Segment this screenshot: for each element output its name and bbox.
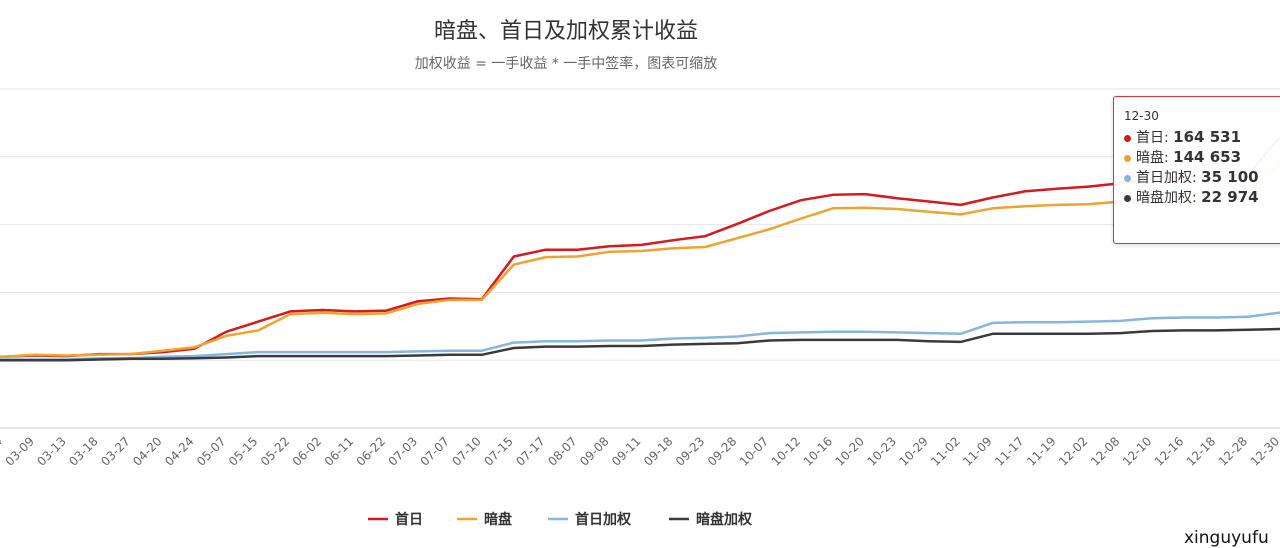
series-line-3[interactable] bbox=[0, 327, 1280, 362]
series-line-1[interactable] bbox=[0, 163, 1280, 359]
x-tick-label: 07-10 bbox=[449, 434, 484, 469]
tooltip-row-anpan: 暗盘: 144 653 bbox=[1124, 147, 1280, 167]
legend-item-label[interactable]: 暗盘加权 bbox=[696, 511, 753, 528]
x-tick-label: 09-08 bbox=[577, 434, 612, 469]
x-tick-label: 12-08 bbox=[1088, 434, 1123, 469]
x-tick-label: 12-18 bbox=[1184, 434, 1219, 469]
x-tick-label: 12-28 bbox=[1216, 434, 1251, 469]
x-tick-label: 10-29 bbox=[896, 434, 931, 469]
tooltip-series-name: 首日加权 bbox=[1136, 170, 1192, 186]
x-tick-label: 12-10 bbox=[1120, 434, 1155, 469]
tooltip-value: 22 974 bbox=[1201, 188, 1259, 206]
x-tick-label: 05-22 bbox=[258, 434, 293, 469]
tooltip-value: 144 653 bbox=[1173, 148, 1242, 166]
legend-item-label[interactable]: 暗盘 bbox=[484, 511, 512, 528]
tooltip-row-shouri-jiaquan: 首日加权: 35 100 bbox=[1124, 167, 1280, 187]
x-tick-label: 10-12 bbox=[769, 434, 804, 469]
x-tick-label: 05-07 bbox=[194, 434, 229, 469]
series-lines[interactable] bbox=[0, 136, 1280, 362]
x-tick-label: 11-19 bbox=[1024, 434, 1059, 469]
x-tick-label: 09-18 bbox=[641, 434, 676, 469]
x-tick-label: 10-07 bbox=[737, 434, 772, 469]
series-line-2[interactable] bbox=[0, 311, 1280, 361]
series-dot-icon bbox=[1124, 194, 1131, 202]
tooltip-series-name: 暗盘加权 bbox=[1136, 190, 1192, 206]
grid-lines bbox=[0, 88, 1280, 429]
x-tick-label: 11-17 bbox=[992, 434, 1027, 469]
x-tick-label: 04-20 bbox=[130, 434, 165, 469]
x-tick-label: 10-23 bbox=[864, 434, 899, 469]
x-tick-label: 07-07 bbox=[417, 434, 452, 469]
series-dot-icon bbox=[1124, 174, 1131, 182]
x-tick-label: 06-22 bbox=[354, 434, 389, 469]
tooltip-row-anpan-jiaquan: 暗盘加权: 22 974 bbox=[1124, 187, 1280, 207]
tooltip-date: 12-30 bbox=[1124, 109, 1159, 123]
x-tick-label: 07-17 bbox=[513, 434, 548, 469]
x-tick-label: 07-03 bbox=[386, 434, 421, 469]
tooltip-series-name: 首日 bbox=[1136, 130, 1164, 146]
legend[interactable]: 首日 暗盘 首日加权 暗盘加权 bbox=[368, 511, 753, 528]
x-tick-label: 02-14 bbox=[0, 434, 5, 469]
tooltip-series-name: 暗盘 bbox=[1136, 150, 1164, 166]
x-tick-label: 09-23 bbox=[673, 434, 708, 469]
x-tick-label: 04-24 bbox=[162, 434, 197, 469]
series-dot-icon bbox=[1124, 134, 1131, 142]
legend-item-label[interactable]: 首日 bbox=[395, 511, 423, 528]
x-tick-label: 11-09 bbox=[960, 434, 995, 469]
x-tick-label: 06-11 bbox=[322, 434, 357, 469]
series-dot-icon bbox=[1124, 154, 1131, 162]
x-tick-label: 10-16 bbox=[801, 434, 836, 469]
x-tick-label: 09-28 bbox=[705, 434, 740, 469]
watermark: xinguyufu bbox=[1184, 528, 1269, 548]
chart-subtitle: 加权收益 = 一手收益 * 一手中签率，图表可缩放 bbox=[415, 55, 718, 72]
series-line-0[interactable] bbox=[0, 136, 1280, 359]
x-tick-label: 03-18 bbox=[66, 434, 101, 469]
x-tick-label: 12-16 bbox=[1152, 434, 1187, 469]
x-tick-label: 12-30 bbox=[1248, 434, 1280, 469]
tooltip: 12-30 首日: 164 531 暗盘: 144 653 首日加权: 35 1… bbox=[1113, 96, 1280, 244]
x-tick-label: 07-15 bbox=[481, 434, 516, 469]
tooltip-value: 164 531 bbox=[1173, 128, 1242, 146]
x-tick-label: 10-20 bbox=[833, 434, 868, 469]
x-tick-label: 05-15 bbox=[226, 434, 261, 469]
x-tick-label: 03-27 bbox=[98, 434, 133, 469]
tooltip-value: 35 100 bbox=[1201, 168, 1259, 186]
x-tick-label: 12-02 bbox=[1056, 434, 1091, 469]
x-tick-label: 09-11 bbox=[609, 434, 644, 469]
x-tick-label: 06-02 bbox=[290, 434, 325, 469]
x-tick-label: 03-09 bbox=[2, 434, 37, 469]
x-tick-label: 08-07 bbox=[545, 434, 580, 469]
legend-item-label[interactable]: 首日加权 bbox=[575, 511, 632, 528]
tooltip-row-shouri: 首日: 164 531 bbox=[1124, 127, 1280, 147]
x-axis-ticks: 02-1403-0903-1303-1803-2704-2004-2405-07… bbox=[0, 434, 1280, 469]
x-tick-label: 11-02 bbox=[928, 434, 963, 469]
chart-title: 暗盘、首日及加权累计收益 bbox=[434, 19, 698, 44]
x-tick-label: 03-13 bbox=[34, 434, 69, 469]
